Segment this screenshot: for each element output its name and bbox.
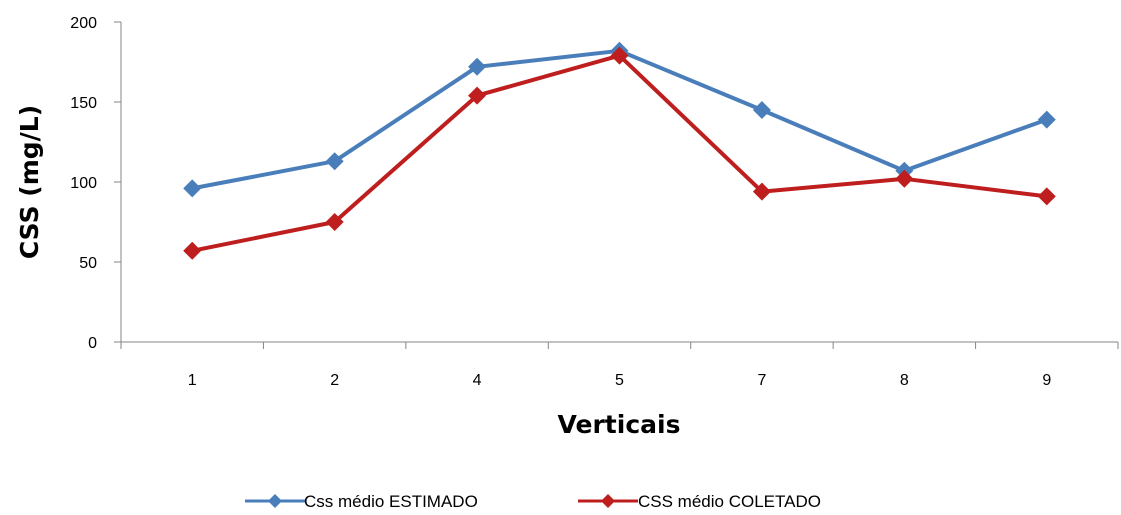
x-tick-label: 4 [473,372,482,389]
data-point [325,152,344,171]
legend-marker-coletado [601,494,615,508]
data-point [895,169,914,188]
legend-label-estimado: Css médio ESTIMADO [304,492,478,511]
data-point [183,179,202,198]
data-point [610,46,629,65]
y-tick-label: 100 [70,175,97,192]
y-tick-labels: 0 50 100 150 200 [70,15,97,352]
x-tick-label: 7 [757,372,766,389]
data-point [468,57,487,76]
y-tick-label: 200 [70,15,97,32]
data-point [752,101,771,119]
series-group [183,41,1056,260]
x-tick-label: 8 [900,372,909,389]
y-tick-label: 0 [88,335,97,352]
y-tick-label: 150 [70,95,97,112]
legend-item-coletado: CSS médio COLETADO [578,492,821,511]
x-tick-label: 9 [1042,372,1051,389]
axes [114,21,1119,349]
y-tick-label: 50 [79,255,97,272]
legend-label-coletado: CSS médio COLETADO [638,492,821,511]
x-tick-labels: 1 2 4 5 7 8 9 [188,372,1052,389]
x-axis-title: Verticais [558,410,681,439]
legend-item-estimado: Css médio ESTIMADO [245,492,478,511]
series-1 [183,41,1056,198]
legend: Css médio ESTIMADO CSS médio COLETADO [245,492,821,511]
data-point [183,241,202,260]
data-point [468,86,487,105]
legend-marker-estimado [268,494,282,508]
data-point [325,213,344,231]
data-point [752,182,771,201]
x-tick-label: 1 [188,372,197,389]
data-point [1037,110,1056,129]
x-tick-label: 2 [330,372,339,389]
series-2 [183,46,1056,260]
series-line [191,48,1048,191]
series-line [191,53,1048,253]
y-axis-title: CSS (mg/L) [15,105,44,259]
data-point [1037,187,1056,206]
x-tick-label: 5 [615,372,624,389]
